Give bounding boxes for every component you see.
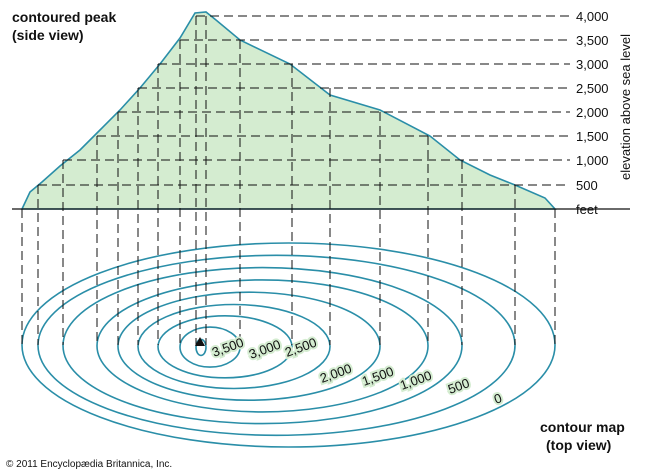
contour-label: 3,000 bbox=[247, 337, 283, 362]
elevation-label: 3,000 bbox=[576, 57, 609, 72]
elevation-label: 4,000 bbox=[576, 9, 609, 24]
peak-marker bbox=[195, 337, 205, 346]
top-view-title: contour map bbox=[540, 419, 625, 435]
elevation-label: 1,500 bbox=[576, 129, 609, 144]
contour-line bbox=[62, 266, 463, 425]
elevation-label: 500 bbox=[576, 178, 598, 193]
contour-label: 500 bbox=[446, 375, 472, 397]
unit-label: feet bbox=[576, 202, 598, 217]
contour-line bbox=[157, 314, 293, 379]
elevation-label: 2,000 bbox=[576, 105, 609, 120]
contour-line bbox=[117, 291, 381, 402]
contour-label: 0 bbox=[492, 390, 504, 407]
side-profile bbox=[20, 11, 557, 210]
copyright: © 2011 Encyclopædia Britannica, Inc. bbox=[6, 459, 172, 470]
axis-label: elevation above sea level bbox=[618, 34, 633, 180]
elevation-label: 1,000 bbox=[576, 153, 609, 168]
side-view-title: contoured peak bbox=[12, 9, 116, 25]
elevation-label: 2,500 bbox=[576, 81, 609, 96]
contour-line bbox=[137, 303, 331, 390]
contour-label: 3,500 bbox=[210, 335, 246, 360]
contour-line bbox=[179, 326, 241, 368]
contour-line bbox=[37, 254, 516, 437]
contour-line bbox=[96, 279, 429, 413]
elevation-label: 3,500 bbox=[576, 33, 609, 48]
top-view-title: (top view) bbox=[546, 437, 611, 453]
contour-line bbox=[21, 242, 556, 448]
side-view-title: (side view) bbox=[12, 27, 84, 43]
contour-label: 2,500 bbox=[283, 335, 319, 360]
contour-label: 1,500 bbox=[360, 364, 396, 389]
